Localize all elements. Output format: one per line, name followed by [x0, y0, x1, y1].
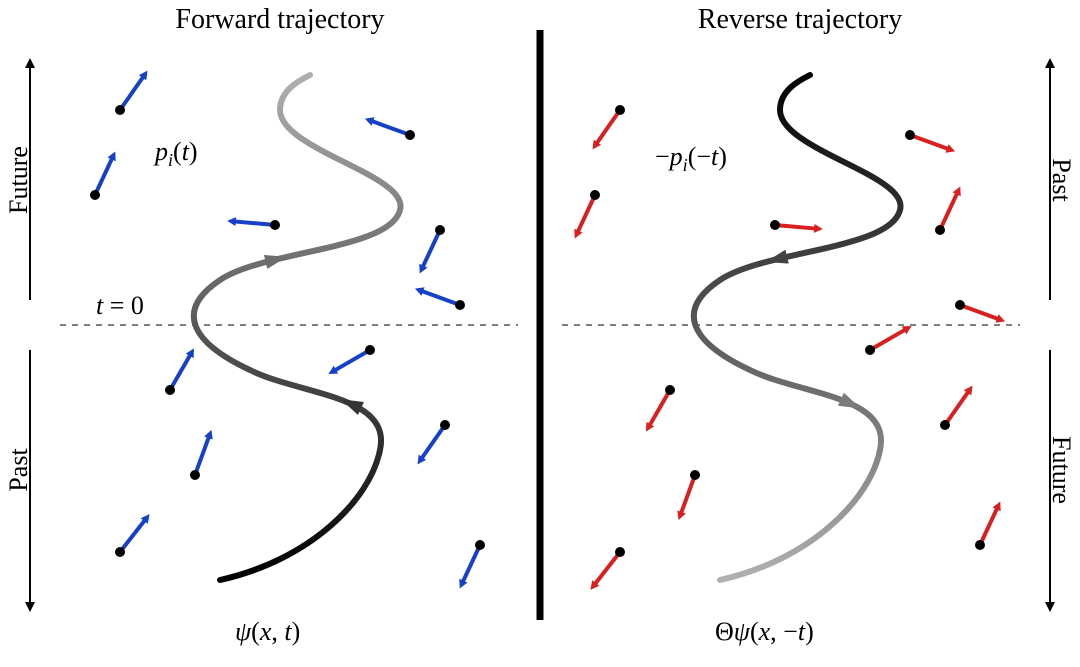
label-p-left: pi(t) [153, 137, 198, 170]
trajectory-left [194, 75, 401, 580]
particle-dot-left [190, 470, 200, 480]
title-left: Forward trajectory [175, 4, 384, 35]
particle-dot-right [940, 420, 950, 430]
momentum-arrow-right [960, 305, 997, 318]
axis-label-left-top: Future [4, 146, 33, 214]
momentum-arrow-left [336, 350, 370, 370]
particle-dot-left [90, 190, 100, 200]
momentum-arrow-left [373, 122, 410, 135]
momentum-arrow-left [120, 521, 144, 552]
title-right: Reverse trajectory [698, 4, 902, 35]
momentum-arrow-right [650, 390, 670, 424]
particle-dot-left [475, 540, 485, 550]
momentum-arrow-left [95, 159, 112, 195]
momentum-arrow-right [578, 195, 595, 231]
t0-label: t = 0 [96, 291, 144, 320]
particle-dot-left [165, 385, 175, 395]
particle-dot-left [435, 225, 445, 235]
momentum-arrow-right [597, 110, 620, 142]
particle-dot-right [690, 470, 700, 480]
particle-dot-left [455, 300, 465, 310]
axis-label-right-bottom: Future [1047, 436, 1076, 504]
label-psi-right: Θψ(x, −t) [715, 617, 814, 646]
particle-dot-right [665, 385, 675, 395]
momentum-arrow-left [236, 222, 275, 225]
momentum-arrow-right [940, 194, 957, 230]
particle-dot-right [615, 105, 625, 115]
momentum-arrow-right [682, 475, 695, 512]
particle-dot-left [270, 220, 280, 230]
particle-dot-right [615, 547, 625, 557]
label-psi-left: ψ(x, t) [235, 617, 300, 646]
momentum-arrow-right [870, 330, 904, 350]
particle-dot-right [865, 345, 875, 355]
momentum-arrowhead-right [814, 224, 823, 233]
momentum-arrow-left [120, 78, 143, 110]
particle-dot-right [975, 540, 985, 550]
momentum-arrow-left [463, 545, 480, 581]
momentum-arrow-right [945, 393, 968, 425]
momentum-arrow-right [980, 509, 997, 545]
particle-dot-right [905, 130, 915, 140]
momentum-arrow-left [423, 292, 460, 305]
momentum-arrow-left [422, 425, 445, 457]
particle-dot-right [770, 220, 780, 230]
momentum-arrow-right [596, 552, 620, 583]
momentum-arrow-right [910, 135, 947, 148]
particle-dot-right [955, 300, 965, 310]
momentum-arrow-right [775, 225, 814, 228]
momentum-arrow-left [423, 230, 440, 266]
particle-dot-left [405, 130, 415, 140]
particle-dot-left [115, 547, 125, 557]
label-p-right: −pi(−t) [655, 142, 727, 175]
particle-dot-left [440, 420, 450, 430]
axis-label-right-top: Past [1047, 158, 1076, 202]
momentum-arrowhead-left [227, 217, 236, 226]
diagram-root: Forward trajectory Reverse trajectory Futu… [0, 0, 1080, 667]
particle-dot-left [365, 345, 375, 355]
momentum-arrow-left [195, 438, 208, 475]
particle-dot-right [935, 225, 945, 235]
momentum-arrow-left [170, 356, 190, 390]
axis-label-left-bottom: Past [4, 448, 33, 492]
particle-dot-right [590, 190, 600, 200]
particle-dot-left [115, 105, 125, 115]
